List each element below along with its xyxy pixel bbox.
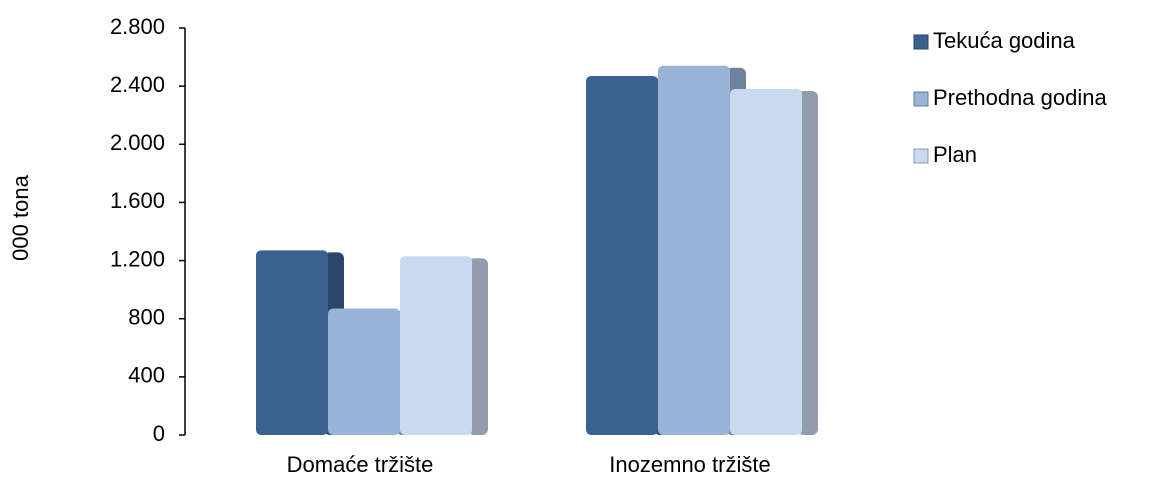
y-tick-label: 800	[128, 305, 165, 330]
x-tick-label: Inozemno tržište	[609, 452, 770, 477]
bar	[658, 65, 730, 436]
y-tick-label: 1.600	[110, 188, 165, 213]
y-tick-label: 2.000	[110, 130, 165, 155]
bar	[400, 256, 472, 435]
bar	[586, 75, 658, 435]
legend-marker	[913, 91, 929, 107]
legend-marker	[913, 148, 929, 164]
x-tick-label: Domaće tržište	[287, 452, 434, 477]
bar-side	[798, 91, 818, 436]
bar-side	[468, 258, 488, 435]
legend-label: Plan	[933, 142, 977, 167]
y-tick-label: 2.800	[110, 14, 165, 39]
y-tick-label: 0	[153, 421, 165, 446]
legend-marker	[913, 34, 929, 50]
legend-label: Prethodna godina	[933, 85, 1107, 110]
bar	[328, 308, 400, 435]
bar	[730, 89, 802, 436]
bar	[256, 250, 328, 435]
y-axis-label: 000 tona	[8, 174, 33, 260]
y-tick-label: 2.400	[110, 72, 165, 97]
y-tick-label: 400	[128, 363, 165, 388]
y-tick-label: 1.200	[110, 246, 165, 271]
legend-label: Tekuća godina	[933, 28, 1076, 53]
